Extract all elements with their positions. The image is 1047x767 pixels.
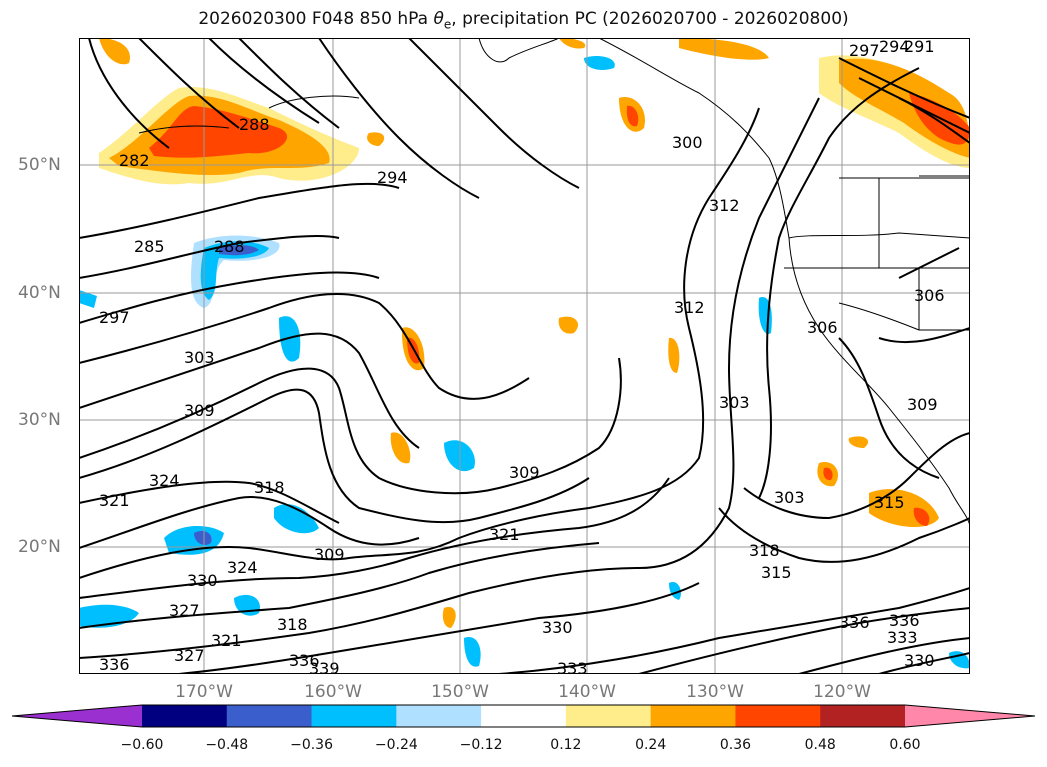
colorbar-cell bbox=[565, 705, 652, 727]
contour-label: 324 bbox=[149, 471, 180, 490]
colorbar-cell bbox=[820, 705, 906, 727]
contour-label: 312 bbox=[674, 298, 705, 317]
lat-label: 20°N bbox=[18, 537, 61, 557]
map-frame bbox=[79, 38, 970, 674]
contour-label: 288 bbox=[239, 115, 270, 134]
colorbar-cell bbox=[735, 705, 821, 727]
contour-label: 294 bbox=[377, 168, 408, 187]
contour-label: 303 bbox=[719, 393, 750, 412]
contour-label: 333 bbox=[557, 659, 588, 674]
contour-label: 330 bbox=[542, 618, 573, 637]
colorbar-tick-label: −0.12 bbox=[459, 737, 503, 753]
colorbar-cell bbox=[481, 705, 567, 727]
contour-label: 321 bbox=[99, 491, 130, 510]
contour-label: 309 bbox=[907, 395, 938, 414]
contour-label: 309 bbox=[314, 545, 345, 564]
lon-label: 150°W bbox=[431, 682, 489, 702]
lat-label: 40°N bbox=[18, 283, 61, 303]
colorbar-cell bbox=[396, 705, 482, 727]
colorbar-tick-label: 0.36 bbox=[719, 737, 752, 753]
contour-label: 288 bbox=[214, 237, 245, 256]
colorbar-tick-label: 0.24 bbox=[635, 737, 667, 753]
contour-label: 321 bbox=[211, 631, 242, 650]
colorbar-cell bbox=[650, 705, 736, 727]
contour-label: 318 bbox=[277, 615, 308, 634]
contour-label: 303 bbox=[184, 348, 215, 367]
contour-label: 306 bbox=[914, 286, 945, 305]
contour-label: 309 bbox=[184, 401, 215, 420]
contour-label: 285 bbox=[134, 237, 165, 256]
contour-label: 324 bbox=[227, 558, 258, 577]
contour-label: 330 bbox=[187, 571, 218, 590]
contour-label: 312 bbox=[709, 196, 740, 215]
colorbar-tick-label: −0.60 bbox=[120, 737, 164, 753]
contour-label: 318 bbox=[749, 541, 780, 560]
colorbar-tick-label: −0.24 bbox=[374, 737, 418, 753]
contour-label: 318 bbox=[254, 478, 285, 497]
lon-label: 140°W bbox=[558, 682, 616, 702]
colorbar-extend-low bbox=[12, 705, 142, 727]
contour-label: 315 bbox=[874, 493, 905, 512]
contour-label: 309 bbox=[509, 463, 540, 482]
coastlines bbox=[138, 38, 970, 529]
contour-label: 336 bbox=[99, 655, 130, 674]
graticule bbox=[79, 38, 970, 674]
colorbar-cell bbox=[142, 705, 228, 727]
colorbar-tick-label: −0.48 bbox=[205, 737, 249, 753]
colorbar-tick-label: 0.12 bbox=[550, 737, 582, 753]
lon-label: 160°W bbox=[304, 682, 362, 702]
colorbar-cell bbox=[311, 705, 397, 727]
contour-label: 336 bbox=[289, 651, 320, 670]
contour-label: 294 bbox=[879, 38, 910, 56]
contour-label: 321 bbox=[489, 525, 520, 544]
contour-label: 333 bbox=[887, 628, 918, 647]
contour-label: 306 bbox=[807, 318, 838, 337]
colorbar-tick-label: 0.48 bbox=[804, 737, 836, 753]
contour-label: 303 bbox=[774, 488, 805, 507]
colorbar-extend-high bbox=[905, 705, 1035, 727]
colorbar-tick-label: 0.60 bbox=[889, 737, 921, 753]
contour-label: 336 bbox=[839, 613, 870, 632]
contour-label: 327 bbox=[174, 646, 205, 665]
colorbar-cell bbox=[226, 705, 313, 727]
colorbar bbox=[11, 704, 1036, 728]
colorbar-tick-label: −0.36 bbox=[290, 737, 333, 753]
contour-label: 339 bbox=[309, 659, 340, 674]
map-panel: 297 294 291 288 285 282 288 294 300 312 … bbox=[79, 38, 970, 674]
contour-labels: 297 294 291 288 285 282 288 294 300 312 … bbox=[99, 38, 945, 674]
lon-label: 170°W bbox=[175, 682, 233, 702]
contour-label: 327 bbox=[169, 601, 200, 620]
contour-label: 300 bbox=[672, 133, 703, 152]
lon-label: 120°W bbox=[813, 682, 871, 702]
map-title: 2026020300 F048 850 hPa θe, precipitatio… bbox=[198, 9, 849, 32]
lat-label: 50°N bbox=[18, 155, 61, 175]
contour-label: 291 bbox=[904, 38, 935, 56]
contour-label: 282 bbox=[119, 151, 150, 170]
theta-e-contours bbox=[79, 38, 970, 674]
lat-label: 30°N bbox=[18, 410, 61, 430]
contour-label: 297 bbox=[849, 41, 880, 60]
contour-label: 315 bbox=[761, 563, 792, 582]
contour-label: 336 bbox=[889, 611, 920, 630]
contour-label: 297 bbox=[99, 308, 130, 327]
lon-label: 130°W bbox=[686, 682, 744, 702]
contour-label: 330 bbox=[904, 651, 935, 670]
